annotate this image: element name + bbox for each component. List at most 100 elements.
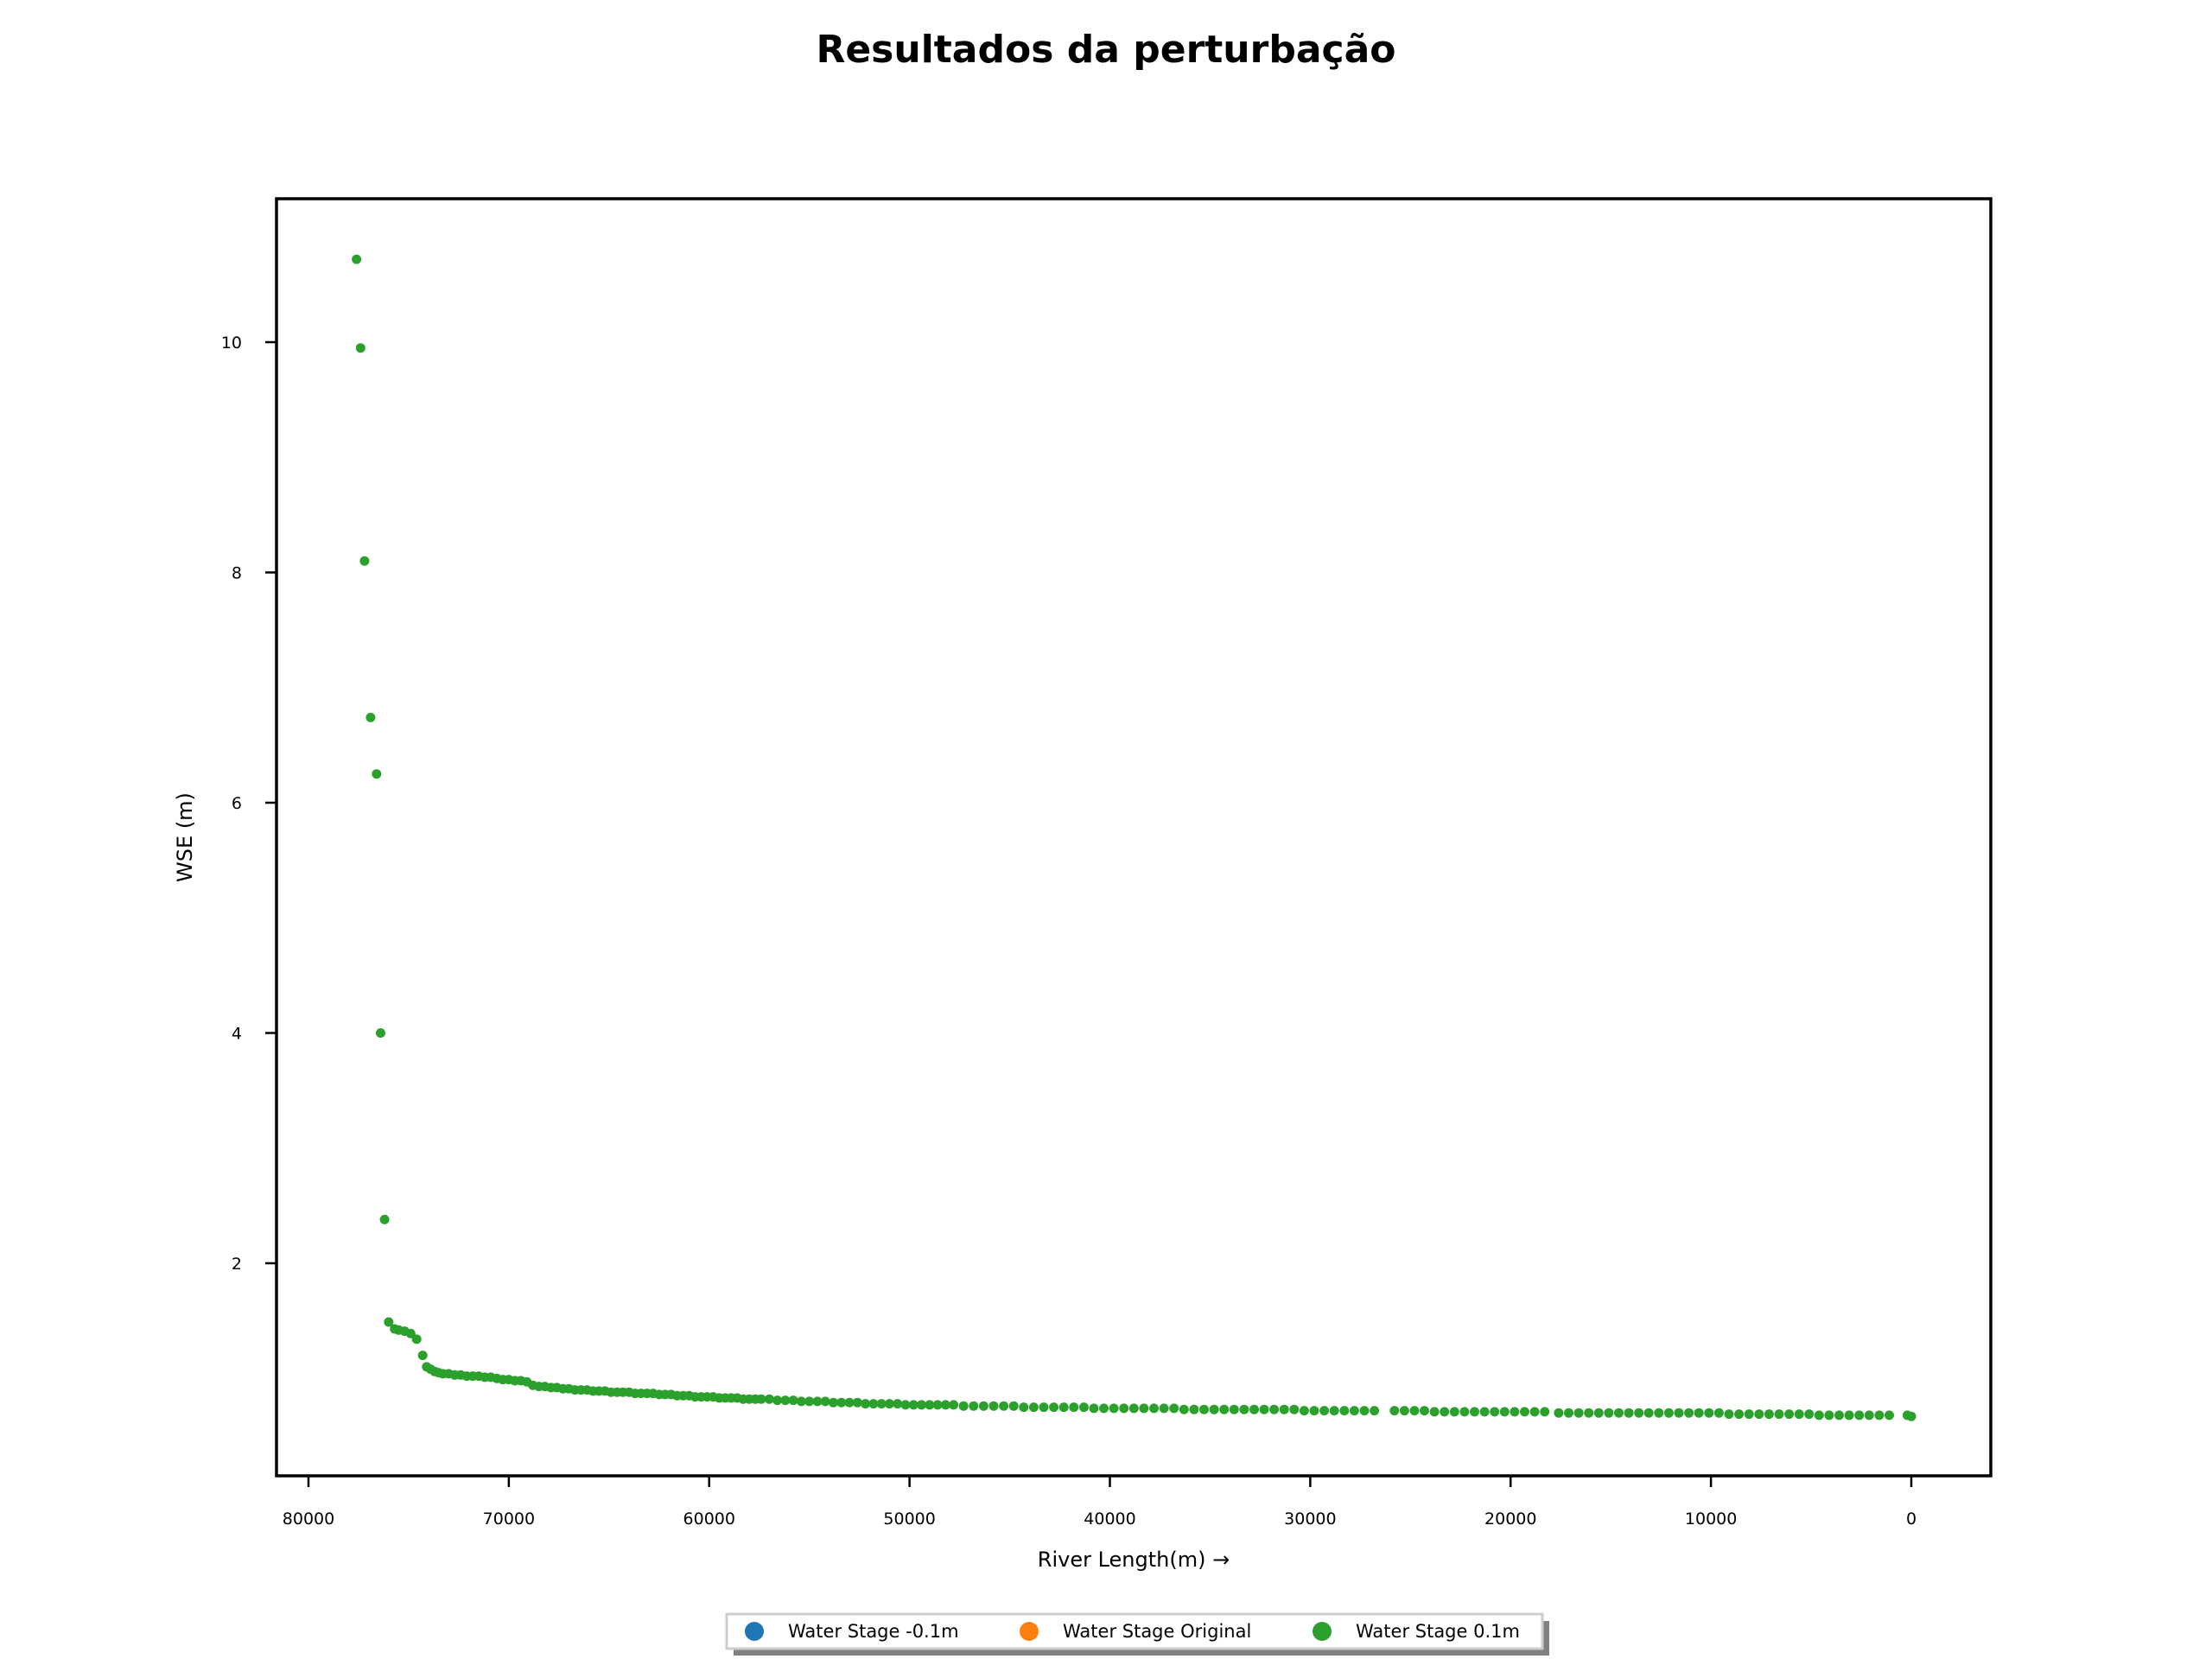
data-point bbox=[359, 556, 370, 566]
data-point bbox=[1624, 1408, 1634, 1418]
data-point bbox=[1209, 1404, 1219, 1414]
data-point bbox=[1704, 1408, 1714, 1418]
data-point bbox=[1279, 1404, 1289, 1414]
data-point bbox=[1069, 1402, 1079, 1413]
data-point bbox=[1399, 1406, 1409, 1416]
data-point bbox=[969, 1401, 979, 1411]
data-point bbox=[925, 1400, 935, 1410]
data-point bbox=[988, 1401, 999, 1411]
data-point bbox=[1724, 1409, 1734, 1420]
data-point bbox=[1049, 1402, 1059, 1413]
y-tick-label: 2 bbox=[232, 1255, 242, 1274]
legend-box bbox=[725, 1612, 1544, 1650]
legend-marker bbox=[1020, 1622, 1039, 1641]
data-point bbox=[1584, 1408, 1594, 1418]
x-tick-label: 10000 bbox=[1685, 1510, 1737, 1529]
data-point bbox=[1824, 1410, 1834, 1421]
data-point bbox=[1429, 1407, 1440, 1417]
data-point bbox=[820, 1396, 830, 1407]
data-point bbox=[804, 1396, 815, 1407]
data-point bbox=[1249, 1404, 1259, 1414]
data-point bbox=[365, 712, 376, 722]
data-point bbox=[1490, 1407, 1500, 1417]
data-point bbox=[1906, 1411, 1916, 1421]
data-point bbox=[1634, 1408, 1644, 1418]
data-point bbox=[379, 1214, 390, 1224]
data-point bbox=[1754, 1409, 1764, 1420]
data-point bbox=[1199, 1404, 1209, 1414]
data-point bbox=[1834, 1410, 1844, 1421]
data-point bbox=[1643, 1408, 1654, 1418]
data-point bbox=[1179, 1404, 1189, 1414]
x-tick-label: 0 bbox=[1906, 1510, 1916, 1529]
data-point bbox=[1654, 1408, 1664, 1418]
data-point bbox=[932, 1400, 943, 1410]
data-point bbox=[1764, 1409, 1774, 1420]
data-point bbox=[1169, 1403, 1179, 1414]
data-point bbox=[1119, 1403, 1129, 1414]
x-tick-label: 40000 bbox=[1084, 1510, 1135, 1529]
x-tick-label: 80000 bbox=[283, 1510, 334, 1529]
data-point bbox=[1229, 1404, 1239, 1414]
x-tick-label: 60000 bbox=[683, 1510, 735, 1529]
data-point bbox=[1614, 1408, 1624, 1418]
data-point bbox=[372, 769, 382, 779]
data-point bbox=[352, 254, 362, 264]
data-point bbox=[780, 1395, 791, 1406]
data-point bbox=[1289, 1404, 1300, 1414]
data-point bbox=[978, 1401, 988, 1411]
data-point bbox=[908, 1400, 918, 1410]
data-point bbox=[384, 1317, 394, 1327]
data-point bbox=[958, 1401, 969, 1411]
data-point bbox=[1604, 1408, 1614, 1418]
data-point bbox=[788, 1395, 798, 1406]
legend-marker bbox=[745, 1622, 764, 1641]
data-point bbox=[1784, 1409, 1795, 1420]
x-axis-ticks: 80000 70000 60000 50000 40000 30000 20000 10000… bbox=[283, 1476, 1916, 1529]
data-point bbox=[1564, 1408, 1573, 1418]
data-point bbox=[1804, 1409, 1815, 1420]
data-point bbox=[1573, 1408, 1584, 1418]
legend-label: Water Stage Original bbox=[1063, 1621, 1251, 1642]
data-point bbox=[1089, 1403, 1099, 1414]
data-point bbox=[1420, 1406, 1429, 1416]
data-point bbox=[1239, 1404, 1249, 1414]
data-point bbox=[868, 1399, 879, 1409]
data-point bbox=[884, 1399, 894, 1409]
y-axis-ticks: 2 4 6 8 10 bbox=[221, 334, 276, 1274]
data-point bbox=[1370, 1406, 1380, 1416]
data-point bbox=[1774, 1409, 1784, 1420]
x-tick-label: 70000 bbox=[483, 1510, 535, 1529]
data-point bbox=[1479, 1407, 1490, 1417]
data-point bbox=[772, 1395, 783, 1406]
data-point bbox=[1359, 1406, 1370, 1416]
legend: Water Stage -0.1m Water Stage Original Wat… bbox=[725, 1612, 1549, 1656]
y-tick-label: 4 bbox=[232, 1025, 242, 1044]
data-point bbox=[1885, 1410, 1894, 1421]
data-point bbox=[1449, 1407, 1459, 1417]
data-point bbox=[893, 1399, 903, 1409]
data-point bbox=[861, 1399, 871, 1409]
chart-title: Resultados da perturbação bbox=[816, 28, 1395, 72]
data-point bbox=[1099, 1403, 1109, 1414]
data-point bbox=[796, 1396, 806, 1407]
data-point bbox=[1694, 1408, 1704, 1418]
data-point bbox=[876, 1399, 887, 1409]
data-point bbox=[1470, 1407, 1479, 1417]
data-point bbox=[1734, 1409, 1745, 1420]
data-point bbox=[1854, 1410, 1865, 1421]
data-point bbox=[812, 1396, 823, 1407]
data-point bbox=[417, 1351, 428, 1361]
data-point bbox=[1349, 1406, 1359, 1416]
y-axis-label: WSE (m) bbox=[173, 792, 197, 882]
data-point bbox=[940, 1400, 950, 1410]
data-point bbox=[1058, 1402, 1069, 1413]
data-point bbox=[1814, 1410, 1824, 1421]
data-point bbox=[764, 1394, 774, 1404]
data-point bbox=[1259, 1404, 1269, 1414]
data-point bbox=[1269, 1404, 1280, 1414]
data-point bbox=[1499, 1407, 1510, 1417]
legend-label: Water Stage 0.1m bbox=[1356, 1621, 1520, 1642]
data-point bbox=[376, 1028, 385, 1038]
